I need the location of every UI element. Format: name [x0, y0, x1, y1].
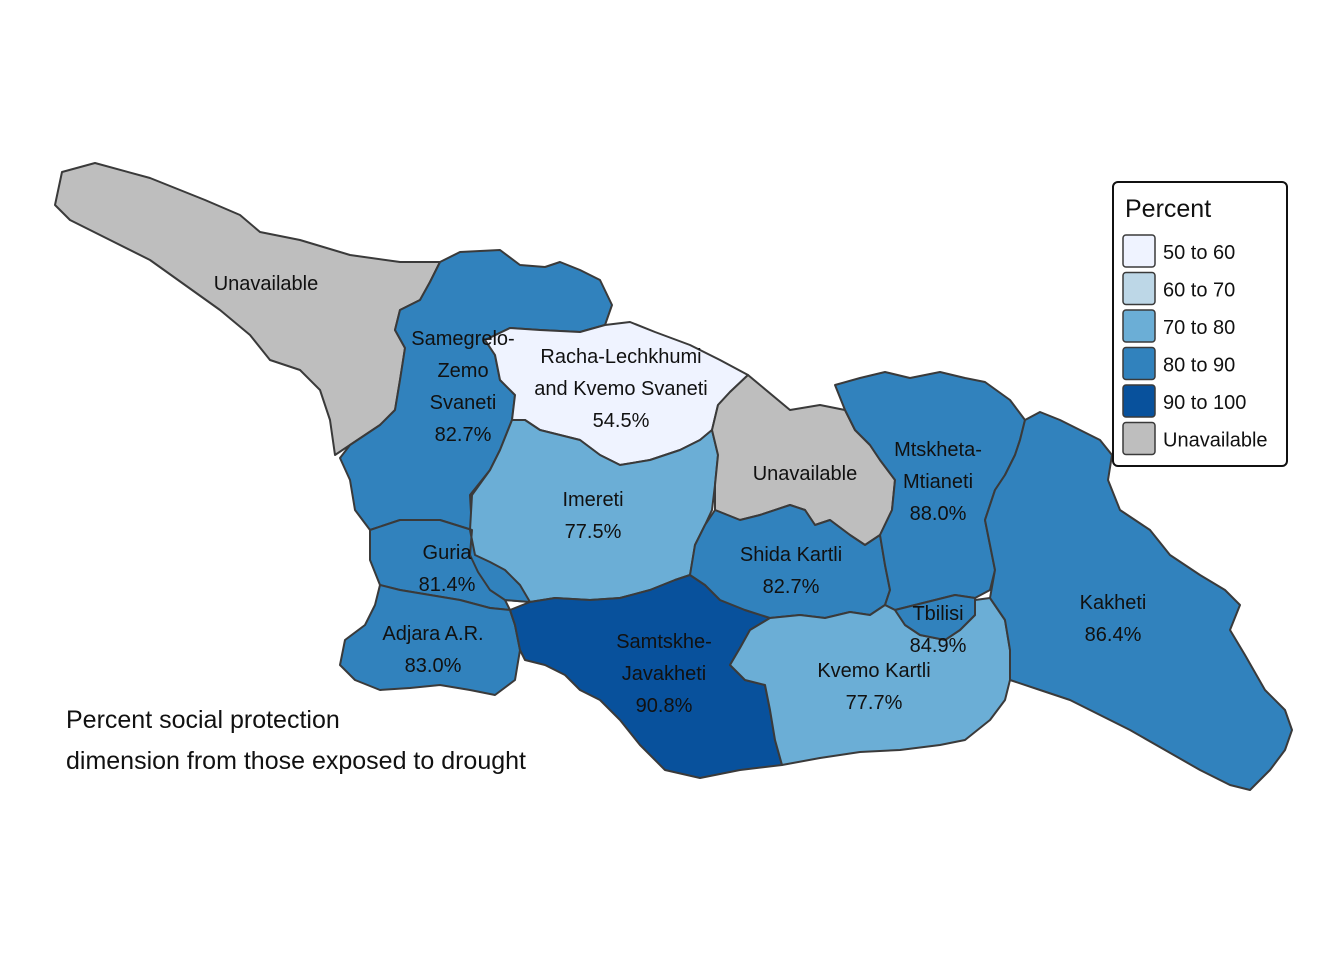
legend: Percent 50 to 60 60 to 70 70 to 80 80 to 90… — [1112, 181, 1288, 467]
region-labels: Unavailable Samegrelo- Zemo Svaneti 82.7% R… — [214, 273, 1147, 717]
legend-items: 50 to 60 60 to 70 70 to 80 80 to 90 90 to 10… — [1122, 234, 1268, 456]
region-label-line: Samegrelo- — [411, 328, 514, 350]
legend-swatch — [1122, 234, 1156, 268]
region-label-line: 83.0% — [405, 655, 462, 677]
region-label-line: Tbilisi — [912, 603, 963, 625]
region-label-adjara: Adjara A.R. 83.0% — [382, 623, 483, 677]
region-label-line: 81.4% — [419, 574, 476, 596]
region-label-line: Samtskhe- — [616, 631, 712, 653]
region-adjara[interactable] — [339, 584, 521, 696]
legend-label: 80 to 90 — [1163, 355, 1235, 377]
legend-swatch — [1122, 271, 1156, 306]
region-label-line: Guria — [423, 542, 473, 564]
region-label-shida: Shida Kartli 82.7% — [740, 544, 842, 598]
region-label-line: Kvemo Kartli — [817, 660, 930, 682]
region-label-kakheti: Kakheti 86.4% — [1080, 592, 1147, 646]
region-label-line: Unavailable — [214, 273, 319, 295]
region-label-south-ossetia: Unavailable — [753, 463, 858, 485]
region-abkhazia[interactable] — [54, 162, 441, 456]
region-label-imereti: Imereti 77.5% — [562, 489, 623, 543]
region-label-line: 77.5% — [565, 521, 622, 543]
region-kakheti[interactable] — [984, 411, 1293, 791]
region-label-line: 86.4% — [1085, 624, 1142, 646]
region-label-line: Javakheti — [622, 663, 707, 685]
legend-swatch — [1122, 309, 1156, 343]
caption-line-2: dimension from those exposed to drought — [66, 747, 526, 775]
region-label-line: 82.7% — [435, 424, 492, 446]
region-label-samtskhe: Samtskhe- Javakheti 90.8% — [616, 631, 712, 717]
region-label-line: Mtianeti — [903, 471, 973, 493]
region-label-line: 88.0% — [910, 503, 967, 525]
legend-label: 90 to 100 — [1163, 392, 1246, 414]
region-label-line: Unavailable — [753, 463, 858, 485]
legend-title: Percent — [1125, 195, 1211, 223]
region-label-guria: Guria 81.4% — [419, 542, 476, 596]
region-label-line: Imereti — [562, 489, 623, 511]
region-label-line: 84.9% — [910, 635, 967, 657]
region-label-line: Racha-Lechkhumi — [540, 346, 701, 368]
region-label-line: 77.7% — [846, 692, 903, 714]
region-tbilisi[interactable] — [894, 594, 976, 641]
region-label-samegrelo: Samegrelo- Zemo Svaneti 82.7% — [411, 328, 514, 446]
region-mtskheta[interactable] — [834, 371, 1026, 611]
region-label-line: Kakheti — [1080, 592, 1147, 614]
region-label-abkhazia: Unavailable — [214, 273, 319, 295]
region-label-line: and Kvemo Svaneti — [534, 378, 707, 400]
region-label-line: Adjara A.R. — [382, 623, 483, 645]
region-label-line: 90.8% — [636, 695, 693, 717]
region-label-line: 82.7% — [763, 576, 820, 598]
legend-label: 60 to 70 — [1163, 280, 1235, 302]
legend-swatch — [1122, 421, 1156, 456]
legend-label: 70 to 80 — [1163, 317, 1235, 339]
legend-box — [1112, 181, 1288, 467]
region-label-line: Svaneti — [430, 392, 497, 414]
legend-label: Unavailable — [1163, 430, 1268, 452]
legend-swatch — [1122, 346, 1156, 381]
region-label-line: Shida Kartli — [740, 544, 842, 566]
region-label-tbilisi: Tbilisi 84.9% — [910, 603, 967, 657]
region-label-mtskheta: Mtskheta- Mtianeti 88.0% — [894, 439, 982, 525]
caption-line-1: Percent social protection — [66, 706, 340, 734]
legend-swatch — [1122, 384, 1156, 418]
regions-layer — [54, 162, 1293, 791]
region-label-racha: Racha-Lechkhumi and Kvemo Svaneti 54.5% — [534, 346, 707, 432]
region-label-line: 54.5% — [593, 410, 650, 432]
region-label-kvemo: Kvemo Kartli 77.7% — [817, 660, 930, 714]
caption: Percent social protection dimension from… — [66, 706, 526, 775]
legend-label: 50 to 60 — [1163, 242, 1235, 264]
region-label-line: Mtskheta- — [894, 439, 982, 461]
region-label-line: Zemo — [437, 360, 488, 382]
